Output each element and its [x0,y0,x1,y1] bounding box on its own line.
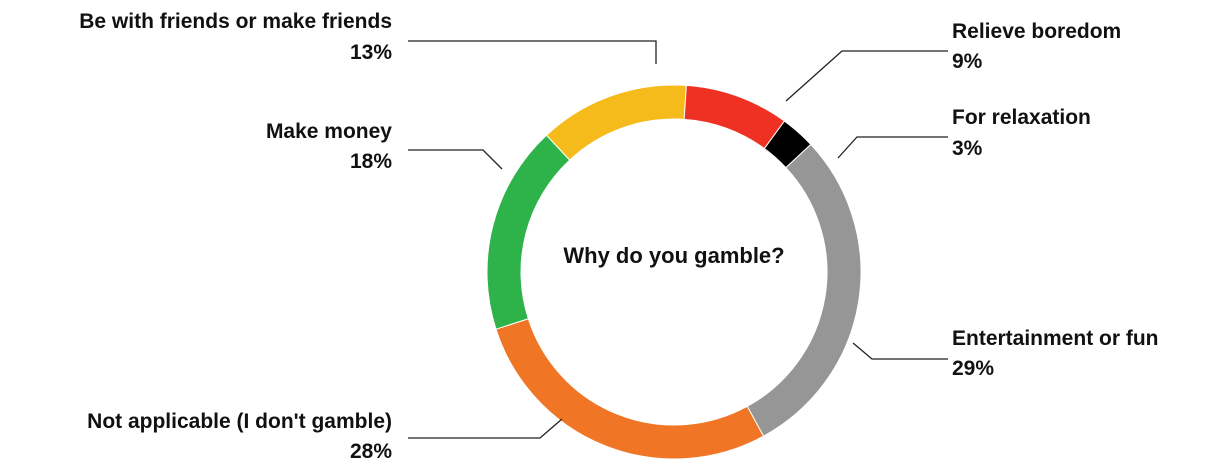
label-make-money: Make money [266,120,392,143]
value-make-money: 18% [350,150,392,173]
label-boredom: Relieve boredom [952,20,1121,43]
slice-boredom [683,84,786,150]
leader-boredom [785,50,948,102]
label-not-applicable: Not applicable (I don't gamble) [87,410,392,433]
donut-slices [486,84,862,460]
leader-relaxation [837,136,948,159]
leader-entertainment [852,342,948,360]
slice-friends [545,84,687,161]
value-entertainment: 29% [952,357,994,380]
value-relaxation: 3% [952,137,983,160]
label-entertainment: Entertainment or fun [952,327,1159,350]
value-not-applicable: 28% [350,440,392,463]
slice-entertainment [746,143,862,437]
leader-not-applicable [408,418,563,439]
leader-lines [408,40,948,439]
value-boredom: 9% [952,50,983,73]
value-friends: 13% [350,41,392,64]
label-friends: Be with friends or make friends [79,10,392,33]
slice-make-money [486,134,571,330]
leader-make-money [408,149,503,170]
chart-title: Why do you gamble? [563,243,784,268]
label-relaxation: For relaxation [952,106,1091,129]
leader-friends [408,40,657,64]
